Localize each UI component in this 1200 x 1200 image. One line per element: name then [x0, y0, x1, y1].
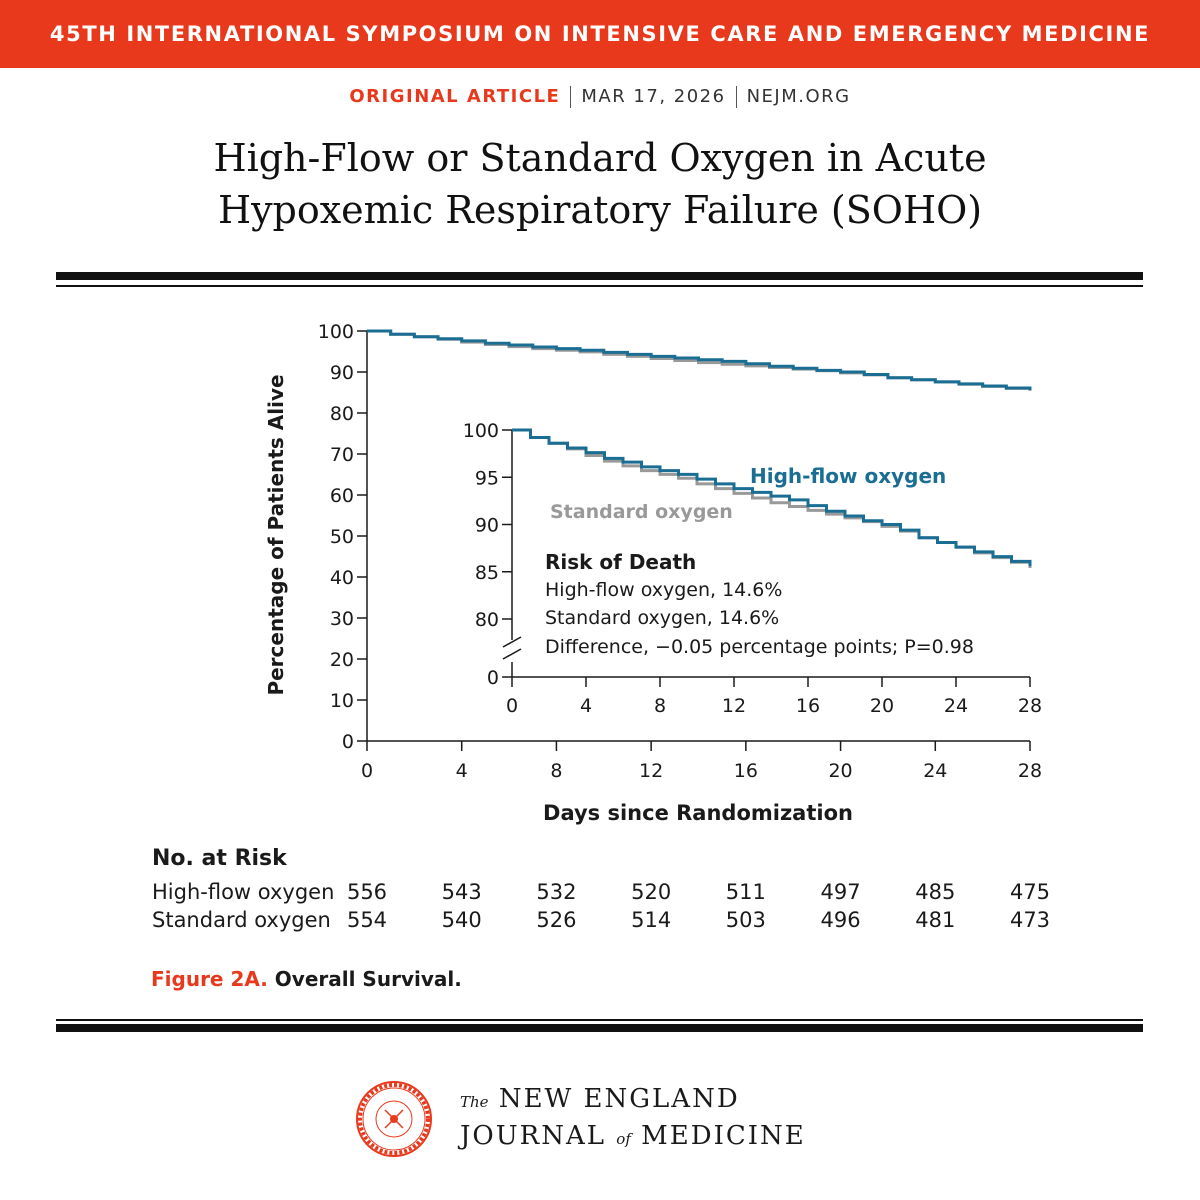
article-date: MAR 17, 2026: [581, 86, 726, 107]
inset-series-high-flow: [512, 428, 1032, 567]
inset-x-tick-label: 0: [506, 695, 518, 717]
bottom-rule: [56, 1024, 1143, 1032]
wordmark-the: The: [460, 1093, 489, 1111]
main-y-tick-label: 50: [330, 526, 354, 548]
inset-x-tick-label: 24: [944, 695, 968, 717]
main-y-tick-label: 70: [330, 444, 354, 466]
y-axis-label: Percentage of Patients Alive: [264, 374, 288, 695]
at-risk-label-standard: Standard oxygen: [152, 908, 331, 932]
inset-background: [460, 410, 1050, 700]
inset-y-tick-label: 0: [487, 667, 499, 689]
main-y-tick-label: 100: [318, 321, 354, 343]
figure-title: Overall Survival.: [274, 967, 462, 991]
at-risk-value: 503: [725, 908, 766, 932]
nejm-seal-icon: [356, 1081, 432, 1157]
risk-line-1: High-flow oxygen, 14.6%: [545, 579, 782, 601]
main-y-tick-label: 0: [342, 731, 354, 753]
inset-x-tick-label: 28: [1018, 695, 1042, 717]
at-risk-value: 496: [820, 908, 861, 932]
article-type: ORIGINAL ARTICLE: [349, 86, 561, 107]
at-risk-value: 497: [820, 880, 861, 904]
inset-x-tick-label: 12: [722, 695, 746, 717]
inset-y-tick-label: 90: [475, 515, 499, 537]
inset-axes: 0 80 85 90 95 100 0 4 8 12 16 20 24 28: [463, 420, 1042, 717]
at-risk-value: 526: [536, 908, 577, 932]
inset-y-tick-label: 80: [475, 609, 499, 631]
at-risk-value: 473: [1009, 908, 1051, 932]
main-y-tick-label: 20: [330, 649, 354, 671]
main-y-tick-label: 80: [330, 403, 354, 425]
top-rule: [56, 272, 1143, 280]
wordmark-journal: JOURNAL: [460, 1121, 607, 1151]
main-x-tick-label: 24: [923, 760, 947, 782]
risk-heading: Risk of Death: [545, 550, 696, 574]
inset-y-tick-label: 100: [463, 420, 499, 442]
article-title: High-Flow or Standard Oxygen in Acute Hy…: [0, 132, 1200, 236]
figure-caption: Figure 2A. Overall Survival.: [151, 967, 462, 991]
article-meta: ORIGINAL ARTICLE MAR 17, 2026 NEJM.ORG: [0, 86, 1200, 108]
inset-series: [512, 428, 1032, 568]
meta-divider: [735, 86, 737, 108]
inset-x-tick-label: 4: [580, 695, 592, 717]
main-y-tick-label: 40: [330, 567, 354, 589]
inset-x-tick-label: 8: [654, 695, 666, 717]
risk-line-3: Difference, −0.05 percentage points; P=0…: [545, 636, 974, 658]
at-risk-label-high-flow: High-flow oxygen: [152, 880, 335, 904]
title-line-1: High-Flow or Standard Oxygen in Acute: [213, 136, 987, 180]
main-x-tick-label: 12: [639, 760, 663, 782]
axis-break-mark: [502, 648, 522, 660]
main-y-tick-label: 10: [330, 690, 354, 712]
title-line-2: Hypoxemic Respiratory Failure (SOHO): [217, 188, 983, 232]
main-series: [367, 329, 1032, 391]
main-y-tick-label: 90: [330, 362, 354, 384]
top-rule-thin: [56, 285, 1143, 287]
main-x-tick-label: 20: [828, 760, 852, 782]
inset-y-tick-label: 85: [475, 562, 499, 584]
main-y-tick-label: 30: [330, 608, 354, 630]
main-x-tick-label: 8: [550, 760, 562, 782]
at-risk-value: 514: [631, 908, 672, 932]
at-risk-value: 554: [346, 908, 388, 932]
at-risk-value: 475: [1009, 880, 1051, 904]
x-axis-label: Days since Randomization: [543, 801, 853, 825]
figure-number: Figure 2A.: [151, 967, 268, 991]
main-series-high-flow: [367, 329, 1032, 391]
inset-x-tick-label: 20: [870, 695, 894, 717]
wordmark-line-1: NEW ENGLAND: [498, 1084, 740, 1114]
main-y-tick-label: 60: [330, 485, 354, 507]
axis-break-mark: [502, 636, 522, 648]
main-x-tick-label: 16: [734, 760, 758, 782]
inset-x-tick-label: 16: [796, 695, 820, 717]
at-risk-value: 485: [915, 880, 956, 904]
at-risk-value: 520: [631, 880, 672, 904]
main-x-tick-label: 4: [456, 760, 468, 782]
main-x-tick-label: 0: [361, 760, 373, 782]
at-risk-value: 543: [441, 880, 482, 904]
bottom-rule-thin: [56, 1019, 1143, 1021]
at-risk-value: 556: [346, 880, 388, 904]
symposium-banner: 45TH INTERNATIONAL SYMPOSIUM ON INTENSIV…: [0, 0, 1200, 68]
at-risk-value: 540: [441, 908, 482, 932]
meta-divider: [570, 86, 572, 108]
main-x-tick-label: 28: [1018, 760, 1042, 782]
article-site: NEJM.ORG: [746, 86, 851, 107]
risk-line-2: Standard oxygen, 14.6%: [545, 607, 779, 629]
inset-label-high-flow: High-flow oxygen: [750, 464, 946, 488]
inset-y-tick-label: 95: [475, 467, 499, 489]
at-risk-value: 532: [536, 880, 577, 904]
journal-wordmark: The NEW ENGLAND JOURNAL of MEDICINE: [460, 1082, 806, 1156]
inset-label-standard: Standard oxygen: [550, 501, 733, 523]
wordmark-of: of: [616, 1130, 631, 1148]
at-risk-value: 481: [915, 908, 956, 932]
wordmark-medicine: MEDICINE: [641, 1121, 806, 1151]
at-risk-value: 511: [725, 880, 766, 904]
at-risk-heading: No. at Risk: [152, 846, 287, 871]
